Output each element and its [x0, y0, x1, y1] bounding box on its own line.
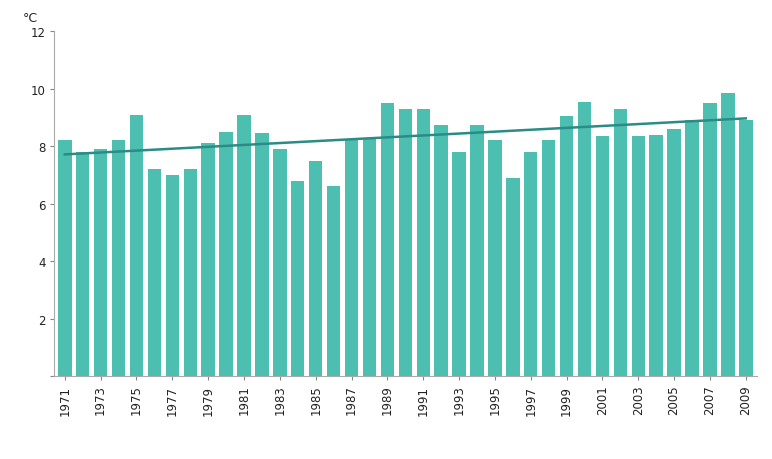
- Bar: [291, 181, 304, 376]
- Bar: [201, 144, 215, 376]
- Bar: [237, 115, 251, 376]
- Bar: [219, 133, 233, 376]
- Bar: [345, 140, 358, 376]
- Bar: [273, 150, 286, 376]
- Bar: [309, 161, 323, 376]
- Bar: [94, 150, 107, 376]
- Bar: [417, 110, 430, 376]
- Bar: [686, 121, 699, 376]
- Bar: [147, 170, 161, 376]
- Bar: [524, 152, 537, 376]
- Text: °C: °C: [22, 12, 38, 25]
- Bar: [112, 141, 125, 376]
- Bar: [130, 115, 143, 376]
- Bar: [614, 110, 627, 376]
- Bar: [166, 175, 179, 376]
- Bar: [703, 104, 716, 376]
- Bar: [327, 187, 340, 376]
- Bar: [721, 94, 735, 376]
- Bar: [435, 125, 448, 376]
- Bar: [58, 141, 72, 376]
- Bar: [381, 104, 394, 376]
- Bar: [470, 125, 484, 376]
- Bar: [649, 135, 663, 376]
- Bar: [488, 141, 502, 376]
- Bar: [256, 134, 269, 376]
- Bar: [596, 137, 609, 376]
- Bar: [184, 170, 197, 376]
- Bar: [76, 152, 90, 376]
- Bar: [452, 152, 466, 376]
- Bar: [577, 102, 591, 376]
- Bar: [631, 137, 645, 376]
- Bar: [506, 179, 520, 376]
- Bar: [560, 117, 574, 376]
- Bar: [398, 110, 412, 376]
- Bar: [739, 121, 753, 376]
- Bar: [542, 141, 555, 376]
- Bar: [668, 129, 681, 376]
- Bar: [363, 140, 376, 376]
